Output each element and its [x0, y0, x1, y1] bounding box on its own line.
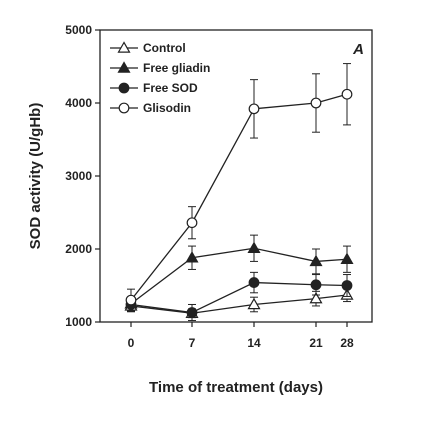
legend-label-3: Glisodin: [143, 101, 191, 115]
y-axis: 1000 2000 3000 4000 5000: [65, 23, 100, 329]
x-axis: 0 7 14 21 28: [128, 322, 354, 350]
y-tick-label-2: 3000: [65, 169, 92, 183]
legend-label-1: Free gliadin: [143, 61, 210, 75]
data-point-3-2: [248, 103, 260, 115]
x-tick-label-0: 0: [128, 336, 135, 350]
data-point-1-3: [309, 254, 323, 267]
legend-marker-1: [117, 61, 131, 73]
data-point-1-1: [185, 251, 199, 263]
data-point-3-4: [341, 88, 353, 100]
y-axis-title: SOD activity (U/gHb): [27, 103, 44, 250]
x-tick-label-3: 21: [309, 336, 323, 350]
panel-label: A: [352, 41, 364, 58]
data-point-3-0: [125, 294, 137, 306]
legend-label-2: Free SOD: [143, 81, 198, 95]
y-tick-label-1: 2000: [65, 242, 92, 256]
series-line-3: [130, 93, 348, 301]
series-glisodin: [125, 63, 353, 312]
data-point-2-1: [186, 307, 198, 318]
legend: Control Free gliadin Free SOD Glisodin: [110, 41, 210, 115]
plot-frame: [99, 29, 373, 323]
data-point-3-3: [310, 97, 322, 109]
data-point-3-1: [186, 217, 198, 229]
data-point-0-2: [247, 297, 261, 310]
data-point-1-2: [247, 241, 261, 253]
y-tick-label-0: 1000: [65, 315, 92, 329]
data-point-2-2: [248, 277, 260, 288]
y-tick-label-3: 4000: [65, 96, 92, 110]
x-axis-title: Time of treatment (days): [149, 379, 323, 396]
data-point-0-3: [309, 291, 323, 304]
series-layer: [124, 63, 354, 322]
x-tick-label-2: 14: [247, 336, 261, 350]
x-tick-label-1: 7: [189, 336, 196, 350]
series-control: [124, 287, 354, 319]
x-tick-label-4: 28: [340, 336, 354, 350]
data-point-1-4: [340, 252, 354, 264]
y-tick-label-4: 5000: [65, 23, 92, 37]
legend-marker-0: [117, 41, 131, 53]
data-point-2-4: [341, 280, 353, 291]
legend-marker-2: [118, 82, 130, 94]
data-point-2-3: [310, 279, 322, 291]
legend-label-0: Control: [143, 41, 186, 55]
legend-marker-3: [118, 102, 130, 114]
